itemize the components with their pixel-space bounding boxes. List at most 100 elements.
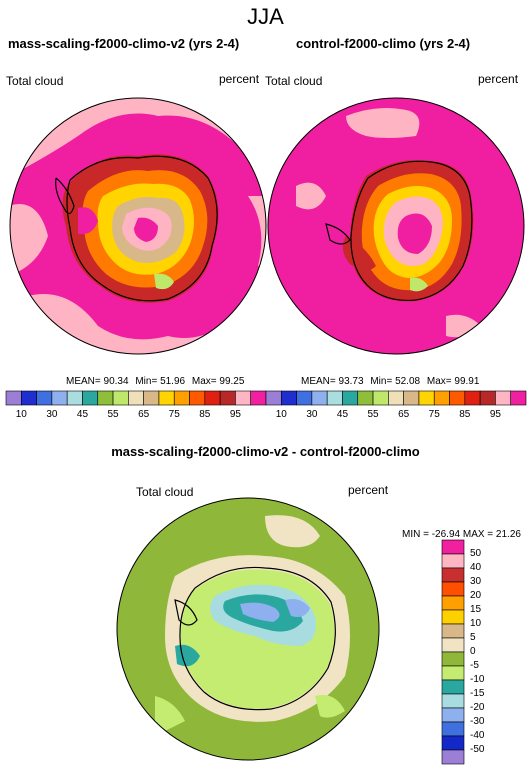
colorbar-swatch [372,390,389,406]
min-label: Min= [135,376,158,387]
panel-diff-title: mass-scaling-f2000-climo-v2 - control-f2… [111,444,420,459]
colorbar-tick-label: 10 [470,618,482,629]
colorbar-swatch [441,581,465,597]
colorbar-swatch [441,693,465,709]
max-value: 99.25 [219,376,245,387]
colorbar-tick-label: 65 [398,409,410,420]
colorbar-diff-ticks: 50 40 30 20 15 10 5 0 -5 -10 -15 -20 -30 -40 -50 [470,540,510,764]
colorbar-tick-label: -40 [470,730,485,741]
panel-diff-variable: Total cloud [136,485,194,499]
colorbar-swatch [441,679,465,695]
colorbar-swatch [51,390,68,406]
colorbar-tick-label: 5 [470,632,476,643]
min-label: Min= [370,376,393,387]
panel-left-stats: MEAN= 90.34 Min= 51.96 Max= 99.25 [66,376,244,387]
colorbar-swatch [510,390,527,406]
colorbar-swatch [342,390,359,406]
colorbar-swatch [128,390,144,406]
colorbar-left-ticks: 10 30 45 55 65 75 85 95 [6,409,266,423]
colorbar-swatch [441,609,465,625]
colorbar-tick-label: 30 [470,576,482,587]
colorbar-tick-label: 95 [489,409,501,420]
map-left [9,97,267,355]
colorbar-right-swatches [265,390,527,406]
colorbar-swatch [357,390,374,406]
colorbar-swatch [403,390,420,406]
colorbar-swatch [36,390,53,406]
colorbar-swatch [441,665,465,681]
colorbar-swatch [235,390,252,406]
colorbar-tick-label: 55 [367,409,379,420]
colorbar-left-swatches [5,390,267,406]
colorbar-swatch [280,390,297,406]
max-value: 99.91 [454,376,480,387]
colorbar-tick-label: 0 [470,646,476,657]
colorbar-tick-label: -20 [470,702,485,713]
colorbar-swatch [495,390,512,406]
panel-right-stats: MEAN= 93.73 Min= 52.08 Max= 99.91 [301,376,479,387]
colorbar-swatch [265,390,282,406]
colorbar-swatch [82,390,99,406]
colorbar-swatch [326,390,343,406]
colorbar-swatch [158,390,175,406]
colorbar-swatch [97,390,114,406]
colorbar-tick-label: 45 [336,409,349,420]
colorbar-swatch [441,623,465,639]
mean-value: 93.73 [338,376,364,387]
colorbar-tick-label: 55 [107,409,119,420]
colorbar-swatch [441,595,465,611]
colorbar-swatch [388,390,404,406]
mean-label: MEAN= [301,376,336,387]
colorbar-swatch [189,390,206,406]
colorbar-swatch [441,539,465,555]
colorbar-tick-label: 20 [470,590,482,601]
colorbar-swatch [250,390,267,406]
colorbar-swatch [441,749,465,765]
colorbar-swatch [464,390,481,406]
colorbar-tick-label: 15 [470,604,482,615]
colorbar-right-ticks: 10 30 45 55 65 75 85 95 [266,409,526,423]
panel-left-units: percent [219,72,260,86]
map-right [267,97,525,355]
colorbar-swatch [219,390,236,406]
colorbar-tick-label: 85 [199,409,211,420]
colorbar-tick-label: 50 [470,548,482,559]
colorbar-tick-label: 10 [15,409,27,420]
mean-label: MEAN= [66,376,101,387]
panel-left-variable: Total cloud [6,74,64,88]
colorbar-swatch [296,390,313,406]
colorbar-tick-label: 10 [275,409,287,420]
colorbar-swatch [5,390,22,406]
panel-right-variable: Total cloud [265,74,323,88]
colorbar-tick-label: 45 [76,409,89,420]
colorbar-swatch [441,637,465,653]
max-label: Max= [191,376,217,387]
colorbar-swatch [311,390,328,406]
colorbar-swatch [418,390,435,406]
colorbar-tick-label: 65 [138,409,150,420]
colorbar-swatch [433,390,450,406]
colorbar-tick-label: 30 [46,409,58,420]
panel-right-title: control-f2000-climo (yrs 2-4) [296,36,471,51]
colorbar-tick-label: 30 [306,409,318,420]
colorbar-right: 10 30 45 55 65 75 85 95 [265,390,527,425]
colorbar-tick-label: -5 [470,660,479,671]
map-diff [116,497,380,761]
colorbar-swatch [66,390,83,406]
colorbar-tick-label: 75 [428,409,440,420]
colorbar-swatch [441,567,465,583]
colorbar-diff-swatches [441,539,465,765]
colorbar-swatch [112,390,129,406]
panel-left-title: mass-scaling-f2000-climo-v2 (yrs 2-4) [8,36,240,51]
season-title: JJA [247,4,284,29]
panel-diff-minmax: MIN = -26.94 MAX = 21.26 [402,529,521,540]
mean-value: 90.34 [103,376,129,387]
min-value: 52.08 [395,376,421,387]
colorbar-tick-label: 95 [229,409,241,420]
colorbar-swatch [441,735,465,751]
panel-right-units: percent [478,72,519,86]
min-value: 51.96 [160,376,186,387]
colorbar-swatch [20,390,37,406]
max-label: Max= [426,376,452,387]
panel-diff-units: percent [348,483,389,497]
